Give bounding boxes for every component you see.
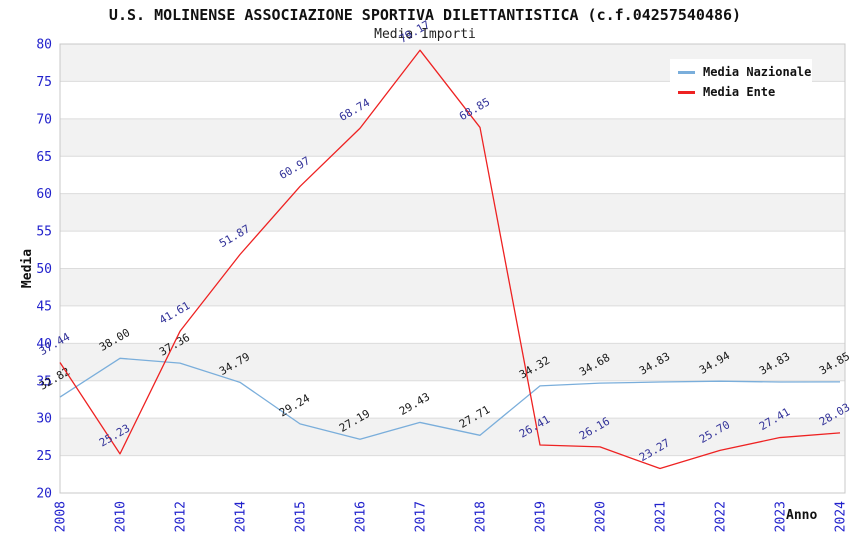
y-tick-label: 55 [36, 225, 52, 240]
x-tick-label: 2019 [534, 501, 549, 532]
x-tick-label: 2017 [414, 501, 429, 532]
plot-band [60, 193, 845, 232]
x-axis-label: Anno [786, 508, 818, 523]
x-tick-label: 2022 [714, 501, 729, 532]
legend-item-media-nazionale: Media Nazionale [678, 65, 812, 79]
data-label: 29.24 [277, 391, 313, 419]
chart-title: U.S. MOLINENSE ASSOCIAZIONE SPORTIVA DIL… [108, 6, 742, 24]
legend-label: Media Ente [703, 85, 776, 99]
x-tick-label: 2021 [654, 501, 669, 532]
x-tick-label: 2018 [474, 501, 489, 532]
x-tick-label: 2023 [774, 501, 789, 532]
y-tick-label: 80 [36, 38, 52, 53]
legend-swatch-media-nazionale [678, 70, 695, 74]
x-tick-label: 2020 [594, 501, 609, 532]
legend: Media Nazionale Media Ente [670, 59, 812, 105]
data-label: 79.17 [397, 18, 432, 46]
y-tick-label: 30 [36, 412, 52, 427]
data-label: 29.43 [397, 390, 432, 418]
x-tick-label: 2010 [114, 501, 129, 532]
data-label: 60.97 [277, 154, 312, 182]
y-tick-label: 65 [36, 150, 52, 165]
x-tick-label: 2016 [354, 501, 369, 532]
plot-band [60, 343, 845, 381]
legend-label: Media Nazionale [703, 65, 812, 79]
series-line-media-ente [59, 49, 841, 470]
plot-border [59, 43, 846, 494]
legend-item-media-ente: Media Ente [678, 85, 812, 99]
y-axis-label: Media [20, 249, 35, 288]
x-tick-label: 2008 [54, 501, 69, 532]
data-label: 32.82 [37, 365, 72, 393]
x-tick-label: 2024 [834, 501, 849, 532]
y-tick-label: 70 [36, 112, 52, 127]
y-tick-label: 50 [36, 262, 52, 277]
y-tick-label: 60 [36, 187, 52, 202]
y-tick-label: 40 [36, 337, 52, 352]
y-tick-label: 20 [36, 487, 52, 502]
y-tick-label: 75 [36, 75, 52, 90]
y-tick-label: 25 [36, 449, 52, 464]
x-tick-label: 2012 [174, 501, 189, 532]
series-line-media-nazionale [59, 357, 841, 440]
chart-subtitle: Media Importi [374, 27, 476, 42]
plot-band [60, 418, 845, 456]
y-tick-label: 45 [36, 299, 52, 314]
plot-band [60, 268, 845, 306]
x-tick-label: 2015 [294, 501, 309, 532]
x-tick-label: 2014 [234, 501, 249, 532]
legend-swatch-media-ente [678, 90, 695, 94]
y-tick-label: 35 [36, 374, 52, 389]
plot-band [60, 118, 845, 157]
